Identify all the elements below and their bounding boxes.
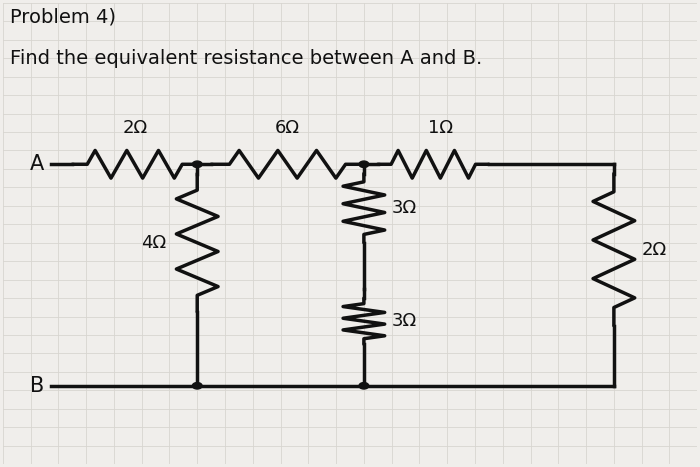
Circle shape (193, 161, 202, 168)
Text: A: A (30, 154, 44, 174)
Text: 3Ω: 3Ω (392, 199, 416, 217)
Circle shape (359, 161, 369, 168)
Text: 2Ω: 2Ω (642, 241, 667, 259)
Text: 6Ω: 6Ω (275, 119, 300, 136)
Text: 3Ω: 3Ω (392, 312, 416, 330)
Text: Problem 4): Problem 4) (10, 7, 116, 27)
Text: 4Ω: 4Ω (141, 234, 166, 252)
Text: 2Ω: 2Ω (122, 119, 147, 136)
Text: B: B (30, 376, 44, 396)
Text: 1Ω: 1Ω (428, 119, 453, 136)
Text: Find the equivalent resistance between A and B.: Find the equivalent resistance between A… (10, 49, 482, 68)
Circle shape (359, 382, 369, 389)
Circle shape (193, 382, 202, 389)
